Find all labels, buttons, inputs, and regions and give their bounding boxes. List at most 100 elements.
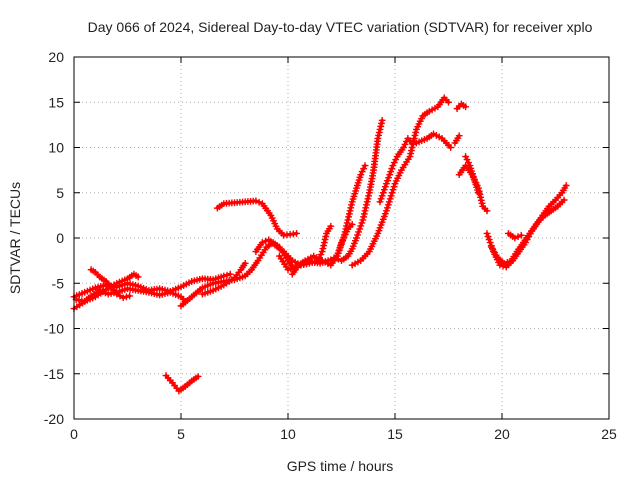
data-point (119, 294, 127, 302)
data-point (348, 201, 355, 209)
data-point (134, 273, 142, 281)
data-point (387, 192, 395, 200)
data-point (348, 221, 356, 228)
series-track-l (331, 116, 386, 265)
data-point (320, 239, 328, 246)
series-track-o (413, 130, 455, 151)
data-point (517, 231, 525, 239)
data-point (318, 248, 326, 255)
data-point (334, 249, 342, 257)
series-line (350, 96, 451, 267)
data-point (401, 141, 409, 148)
series-track-g (199, 259, 249, 298)
data-point (194, 373, 202, 380)
data-point (123, 293, 130, 301)
data-point (364, 195, 372, 203)
data-point (339, 237, 346, 245)
data-point (384, 201, 392, 209)
data-point (320, 242, 328, 249)
data-point (357, 171, 365, 179)
data-point (483, 230, 491, 237)
x-tick-label: 15 (387, 426, 403, 442)
data-point (385, 198, 393, 206)
data-point (317, 251, 325, 258)
data-point (477, 196, 485, 204)
data-point (376, 198, 384, 206)
data-point (255, 198, 263, 206)
data-point (383, 204, 391, 212)
data-point (353, 234, 360, 242)
data-point (485, 236, 493, 243)
data-point (503, 259, 511, 266)
series-track-v (505, 230, 525, 242)
data-point (387, 168, 395, 176)
y-tick-label: -15 (44, 366, 64, 382)
data-point (514, 233, 522, 241)
data-point (389, 162, 397, 169)
x-tick-label: 10 (280, 426, 296, 442)
series-track-n (376, 135, 416, 206)
data-point (560, 196, 568, 204)
data-point (226, 270, 234, 278)
data-point (345, 210, 353, 218)
data-point (412, 129, 420, 136)
data-point (293, 230, 300, 237)
data-point (241, 259, 249, 267)
data-point (386, 171, 394, 179)
data-point (359, 216, 367, 224)
y-tick-label: 15 (48, 94, 64, 110)
x-tick-label: 25 (601, 426, 617, 442)
y-axis-label: SDTVAR / TECUs (7, 182, 23, 294)
data-point (360, 165, 368, 173)
data-point (377, 195, 385, 203)
data-point (346, 207, 354, 215)
data-point (341, 228, 349, 236)
data-point (374, 135, 382, 142)
series-line (164, 374, 200, 393)
data-point (390, 159, 398, 166)
data-point (345, 213, 353, 221)
data-point (358, 168, 366, 176)
series-track-h (213, 197, 300, 239)
data-point (357, 222, 365, 230)
y-tick-label: -10 (44, 321, 64, 337)
data-point (258, 239, 266, 246)
data-point (347, 204, 355, 212)
series-track-r (455, 162, 491, 215)
grid (74, 57, 609, 419)
data-point (344, 216, 352, 224)
data-point (338, 240, 345, 248)
data-point (327, 222, 335, 230)
data-point (484, 233, 492, 240)
data-point (331, 254, 339, 262)
data-point (462, 103, 470, 111)
data-point (322, 233, 330, 240)
x-tick-label: 0 (70, 426, 78, 442)
data-point (500, 259, 508, 267)
data-point (360, 213, 368, 221)
x-tick-label: 5 (177, 426, 185, 442)
y-tick-label: 10 (48, 140, 64, 156)
chart-title: Day 066 of 2024, Sidereal Day-to-day VTE… (88, 19, 593, 35)
data-point (410, 135, 418, 142)
series-track-d (87, 266, 134, 302)
data-point (361, 162, 369, 169)
y-tick-label: 0 (56, 230, 64, 246)
data-point (362, 204, 370, 212)
series-track-u (487, 182, 570, 267)
data-point (365, 192, 373, 200)
data-point (376, 126, 384, 133)
data-point (445, 98, 452, 106)
data-point (389, 186, 397, 194)
data-point (337, 243, 344, 251)
data-point (343, 222, 350, 230)
data-point (354, 231, 361, 239)
data-point (378, 119, 385, 127)
data-point (356, 225, 364, 233)
data-point (455, 132, 463, 140)
series-track-t (483, 196, 568, 271)
data-point (319, 245, 327, 252)
data-point (340, 231, 348, 239)
data-point (363, 198, 371, 206)
